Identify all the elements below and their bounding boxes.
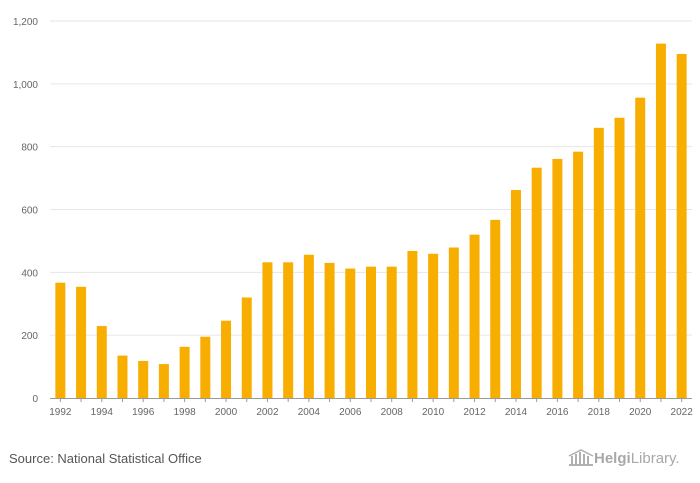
x-tick-label: 2020	[629, 407, 652, 418]
x-tick-label: 2004	[298, 407, 321, 418]
y-axis-ticks: 0 200 400 600 800 1,000 1,200	[13, 17, 38, 405]
x-tick-label: 2008	[381, 407, 404, 418]
bar-2019	[614, 117, 625, 398]
bar-1992	[55, 282, 66, 398]
bar-1996	[138, 360, 149, 398]
bar-2006	[345, 268, 356, 398]
bar-2013	[490, 219, 501, 398]
x-tick-label: 1994	[91, 407, 114, 418]
x-tick-label: 2012	[463, 407, 486, 418]
x-tick-label: 2022	[671, 407, 694, 418]
y-tick-label: 1,000	[13, 80, 38, 91]
bar-2000	[221, 320, 232, 398]
y-tick-label: 1,200	[13, 17, 38, 28]
logo-text: HelgiLibrary.	[594, 449, 680, 467]
bar-2021	[655, 43, 666, 399]
bar-2011	[448, 247, 459, 398]
bar-1997	[158, 364, 169, 398]
bar-2010	[428, 253, 439, 398]
bar-1999	[200, 336, 211, 398]
library-building-icon	[568, 449, 594, 466]
bar-1998	[179, 346, 190, 398]
bar-2017	[573, 151, 584, 398]
bar-2020	[635, 97, 646, 398]
bar-2004	[303, 254, 314, 398]
bar-2016	[552, 158, 563, 398]
bar-2005	[324, 262, 335, 398]
grid-lines	[50, 20, 692, 336]
bar-2003	[283, 262, 294, 398]
y-tick-label: 200	[21, 331, 38, 342]
bar-2007	[366, 266, 376, 398]
y-tick-label: 0	[32, 394, 38, 405]
x-tick-label: 2006	[339, 407, 362, 418]
y-tick-label: 800	[21, 143, 38, 154]
bar-2018	[593, 127, 604, 399]
bar-2009	[407, 250, 418, 398]
bar-2008	[386, 266, 397, 398]
helgi-library-logo: HelgiLibrary.	[568, 449, 680, 467]
bars	[55, 43, 687, 399]
y-tick-label: 400	[21, 268, 38, 279]
x-tick-label: 1992	[49, 407, 72, 418]
x-tick-label: 2016	[546, 407, 569, 418]
bar-1993	[76, 286, 87, 398]
x-tick-label: 2010	[422, 407, 445, 418]
bar-2015	[531, 167, 542, 398]
source-note: Source: National Statistical Office	[9, 451, 202, 466]
x-tick-label: 2002	[256, 407, 279, 418]
x-tick-label: 2000	[215, 407, 238, 418]
bar-2022	[676, 53, 687, 399]
bar-chart: 0 200 400 600 800 1,000 1,200 1992 1994 1996 1998…	[13, 17, 693, 418]
x-tick-label: 2018	[588, 407, 611, 418]
bar-2002	[262, 262, 273, 398]
x-axis: 1992 1994 1996 1998 2000 2002 2004 2006 2008 2010…	[49, 398, 693, 418]
bar-2014	[510, 190, 521, 398]
bar-2012	[469, 234, 480, 398]
x-tick-label: 1998	[173, 407, 196, 418]
y-tick-label: 600	[21, 206, 38, 217]
x-tick-label: 1996	[132, 407, 155, 418]
bar-1995	[117, 355, 128, 398]
x-tick-label: 2014	[505, 407, 528, 418]
bar-2001	[241, 297, 252, 398]
bar-1994	[96, 326, 107, 398]
